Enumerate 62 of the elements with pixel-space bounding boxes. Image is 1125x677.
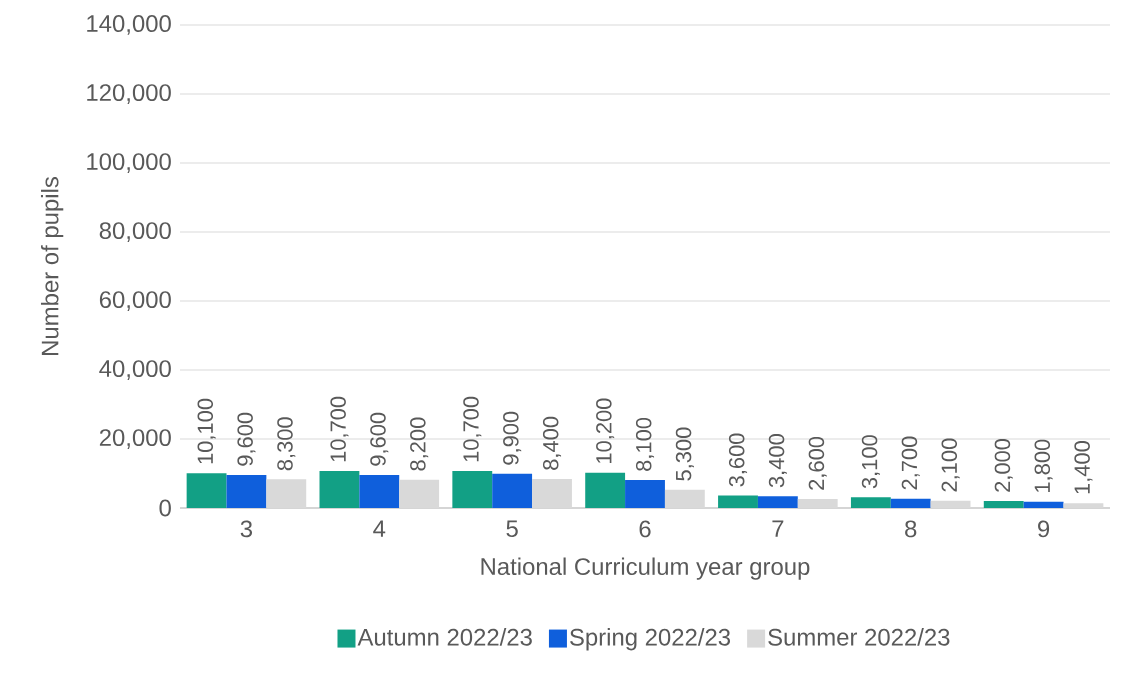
bar bbox=[359, 474, 400, 508]
bar bbox=[266, 479, 307, 508]
data-label: 10,700 bbox=[463, 396, 482, 462]
legend-label: Summer 2022/23 bbox=[768, 628, 950, 646]
data-label: 2,100 bbox=[941, 438, 960, 492]
bar bbox=[226, 474, 267, 508]
bar bbox=[399, 479, 440, 508]
data-label: 9,600 bbox=[237, 412, 256, 466]
bar bbox=[664, 489, 705, 508]
legend-label: Spring 2022/23 bbox=[570, 628, 731, 651]
x-tick-label: 6 bbox=[639, 520, 651, 538]
x-tick-label: 8 bbox=[905, 520, 917, 538]
bar bbox=[797, 499, 838, 508]
bar bbox=[319, 471, 360, 508]
data-label: 3,400 bbox=[768, 434, 787, 488]
y-tick-label: 40,000 bbox=[99, 360, 171, 380]
data-label: 1,800 bbox=[1034, 439, 1053, 492]
bar bbox=[452, 471, 493, 508]
y-axis-title: Number of pupils bbox=[40, 177, 64, 355]
y-tick-label: 60,000 bbox=[99, 291, 171, 311]
data-label: 10,700 bbox=[330, 396, 349, 462]
bar bbox=[186, 473, 227, 508]
data-label: 9,600 bbox=[370, 412, 389, 466]
y-tick-label: 140,000 bbox=[87, 15, 171, 35]
x-tick-label: 7 bbox=[772, 520, 784, 537]
data-label: 10,200 bbox=[596, 398, 615, 463]
data-label: 8,100 bbox=[635, 417, 655, 471]
bar bbox=[930, 500, 971, 508]
x-tick-label: 5 bbox=[506, 520, 518, 538]
legend-label: Autumn 2022/23 bbox=[357, 628, 532, 646]
bar bbox=[625, 480, 665, 508]
data-label: 2,600 bbox=[808, 436, 827, 490]
data-label: 8,400 bbox=[542, 416, 562, 470]
data-label: 8,200 bbox=[410, 417, 429, 471]
y-tick-label: 100,000 bbox=[87, 153, 171, 173]
bar bbox=[585, 472, 626, 508]
data-label: 3,100 bbox=[861, 435, 880, 489]
bar bbox=[1023, 501, 1064, 508]
bar bbox=[718, 495, 758, 508]
data-label: 3,600 bbox=[728, 433, 748, 487]
y-tick-label: 120,000 bbox=[87, 84, 171, 104]
data-label: 9,900 bbox=[503, 411, 522, 465]
bar bbox=[757, 496, 798, 508]
data-label: 1,400 bbox=[1074, 441, 1093, 494]
bar bbox=[1063, 503, 1104, 508]
data-label: 2,700 bbox=[901, 436, 920, 490]
bar bbox=[890, 498, 931, 508]
bar bbox=[850, 497, 891, 508]
data-label: 8,300 bbox=[277, 417, 296, 471]
bar bbox=[492, 473, 533, 508]
bar bbox=[532, 479, 572, 508]
data-label: 10,100 bbox=[197, 398, 216, 464]
data-label: 2,000 bbox=[994, 438, 1013, 492]
y-tick-label: 80,000 bbox=[99, 222, 171, 242]
y-tick-label: 20,000 bbox=[99, 429, 171, 449]
data-label: 5,300 bbox=[675, 427, 694, 481]
x-tick-label: 4 bbox=[373, 520, 386, 537]
x-axis-title: National Curriculum year group bbox=[481, 557, 810, 580]
x-tick-label: 9 bbox=[1038, 520, 1050, 538]
bar bbox=[983, 501, 1024, 508]
x-tick-label: 3 bbox=[240, 520, 253, 538]
y-tick-label: 0 bbox=[159, 499, 171, 517]
